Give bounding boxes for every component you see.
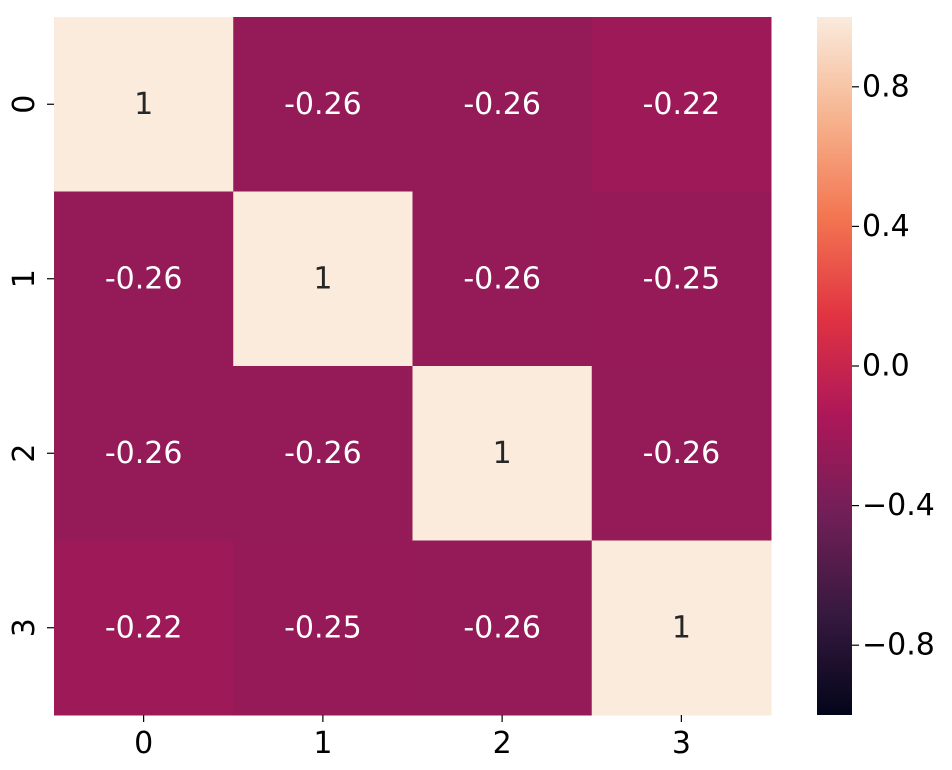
x-axis: 0 1 2 3 xyxy=(134,715,691,761)
cell-value-label-r0-c3: -0.22 xyxy=(643,87,721,122)
heatmap-cell-r1-c1 xyxy=(233,191,413,367)
cell-value-label-r0-c1: -0.26 xyxy=(284,87,362,122)
heatmap-cell-r3-c0 xyxy=(54,540,234,716)
colorbar-gradient xyxy=(817,17,852,715)
y-axis: 0 1 2 3 xyxy=(7,95,54,637)
heatmap-cell-r0-c1 xyxy=(233,17,413,192)
cell-value-label-r1-c2: -0.26 xyxy=(463,261,541,296)
y-tick-label-0: 0 xyxy=(7,95,42,114)
heatmap-cell-labels: 1 -0.26 -0.26 -0.22 -0.26 1 -0.26 -0.25 -0.26 -0.… xyxy=(105,87,720,646)
heatmap-cell-r0-c0 xyxy=(54,17,234,192)
cell-value-label-r3-c3: 1 xyxy=(672,610,691,645)
colorbar-tick-label-2: 0.0 xyxy=(862,349,910,384)
cell-value-label-r0-c2: -0.26 xyxy=(463,87,541,122)
heatmap-cell-r2-c2 xyxy=(412,366,593,541)
x-tick-label-2: 2 xyxy=(493,726,512,761)
heatmap-cell-r2-c3 xyxy=(591,366,772,541)
colorbar-tick-label-0: 0.8 xyxy=(862,69,910,104)
x-tick-label-1: 1 xyxy=(313,726,332,761)
colorbar-tick-label-3: −0.4 xyxy=(862,488,935,523)
cell-value-label-r1-c0: -0.26 xyxy=(105,261,183,296)
x-tick-label-3: 3 xyxy=(672,726,691,761)
heatmap-cells xyxy=(54,17,772,716)
heatmap-cell-r0-c2 xyxy=(412,17,593,192)
heatmap-cell-r2-c0 xyxy=(54,366,234,541)
cell-value-label-r3-c2: -0.26 xyxy=(463,610,541,645)
cell-value-label-r1-c3: -0.25 xyxy=(643,261,721,296)
y-tick-label-2: 2 xyxy=(7,444,42,463)
heatmap-cell-r2-c1 xyxy=(233,366,413,541)
colorbar-tick-label-4: −0.8 xyxy=(862,628,935,663)
cell-value-label-r3-c0: -0.22 xyxy=(105,610,183,645)
colorbar: 0.8 0.4 0.0 −0.4 −0.8 xyxy=(817,17,935,715)
heatmap-cell-r3-c3 xyxy=(591,540,772,716)
heatmap-cell-r1-c0 xyxy=(54,191,234,367)
cell-value-label-r2-c0: -0.26 xyxy=(105,436,183,471)
y-tick-label-1: 1 xyxy=(7,269,42,288)
cell-value-label-r2-c1: -0.26 xyxy=(284,436,362,471)
x-tick-label-0: 0 xyxy=(134,726,153,761)
heatmap-cell-r1-c3 xyxy=(591,191,772,367)
heatmap-cell-r3-c1 xyxy=(233,540,413,716)
cell-value-label-r2-c3: -0.26 xyxy=(643,436,721,471)
heatmap-cell-r3-c2 xyxy=(412,540,593,716)
cell-value-label-r1-c1: 1 xyxy=(313,261,332,296)
cell-value-label-r2-c2: 1 xyxy=(493,436,512,471)
cell-value-label-r3-c1: -0.25 xyxy=(284,610,362,645)
y-tick-label-3: 3 xyxy=(7,618,42,637)
heatmap-cell-r1-c2 xyxy=(412,191,593,367)
cell-value-label-r0-c0: 1 xyxy=(134,87,153,122)
heatmap-cell-r0-c3 xyxy=(591,17,772,192)
colorbar-tick-label-1: 0.4 xyxy=(862,209,910,244)
